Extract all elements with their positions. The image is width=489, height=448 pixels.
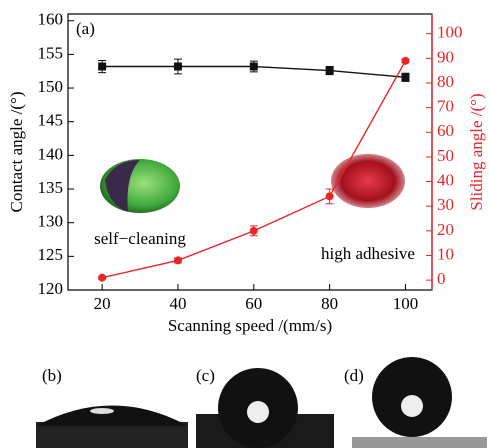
y2-tick-label: 70 — [437, 97, 454, 116]
marker — [174, 63, 182, 71]
y-tick-label: 120 — [38, 279, 64, 298]
marker — [326, 67, 334, 75]
annotation: high adhesive — [321, 244, 415, 263]
panel-label: (c) — [196, 366, 215, 385]
marker — [401, 57, 409, 65]
figure: (b) (c) (d) (a) self−cleaning high adhes… — [0, 0, 489, 448]
marker — [250, 63, 258, 71]
y2-tick-label: 0 — [437, 269, 446, 288]
marker — [174, 256, 182, 264]
marker — [98, 274, 106, 282]
x-tick-label: 20 — [94, 294, 111, 313]
y-tick-label: 150 — [38, 77, 64, 96]
y2-tick-label: 100 — [437, 23, 463, 42]
y2-axis-label: Sliding angle /(°) — [467, 93, 486, 210]
x-tick-label: 40 — [169, 294, 186, 313]
y2-tick-label: 30 — [437, 195, 454, 214]
y-tick-label: 125 — [38, 245, 64, 264]
y2-tick-label: 40 — [437, 170, 454, 189]
droplet-b — [36, 406, 188, 427]
y-tick-label: 130 — [38, 212, 64, 231]
highlight-d — [401, 395, 423, 417]
annotation: self−cleaning — [94, 229, 186, 248]
marker — [401, 73, 409, 81]
y-tick-label: 140 — [38, 144, 64, 163]
y2-tick-label: 10 — [437, 244, 454, 263]
y2-tick-label: 80 — [437, 72, 454, 91]
marker — [250, 227, 258, 235]
substrate-d — [352, 437, 487, 448]
highlight-c — [247, 401, 269, 423]
x-tick-label: 80 — [321, 294, 338, 313]
y-tick-label: 135 — [38, 178, 64, 197]
y-tick-label: 145 — [38, 111, 64, 130]
y-tick-label: 155 — [38, 43, 64, 62]
marker — [326, 192, 334, 200]
y2-tick-label: 50 — [437, 146, 454, 165]
panel-label: (a) — [76, 19, 95, 38]
x-tick-label: 60 — [245, 294, 262, 313]
y2-tick-label: 90 — [437, 47, 454, 66]
x-axis-label: Scanning speed /(mm/s) — [168, 316, 332, 335]
panel-label: (b) — [42, 366, 62, 385]
rose-image — [331, 154, 405, 208]
highlight-b — [90, 408, 114, 414]
y2-tick-label: 60 — [437, 121, 454, 140]
y-axis-label: Contact angle /(°) — [7, 91, 26, 212]
marker — [98, 63, 106, 71]
x-tick-label: 100 — [393, 294, 419, 313]
y2-tick-label: 20 — [437, 220, 454, 239]
y-tick-label: 160 — [38, 10, 64, 29]
panel-label: (d) — [344, 366, 364, 385]
